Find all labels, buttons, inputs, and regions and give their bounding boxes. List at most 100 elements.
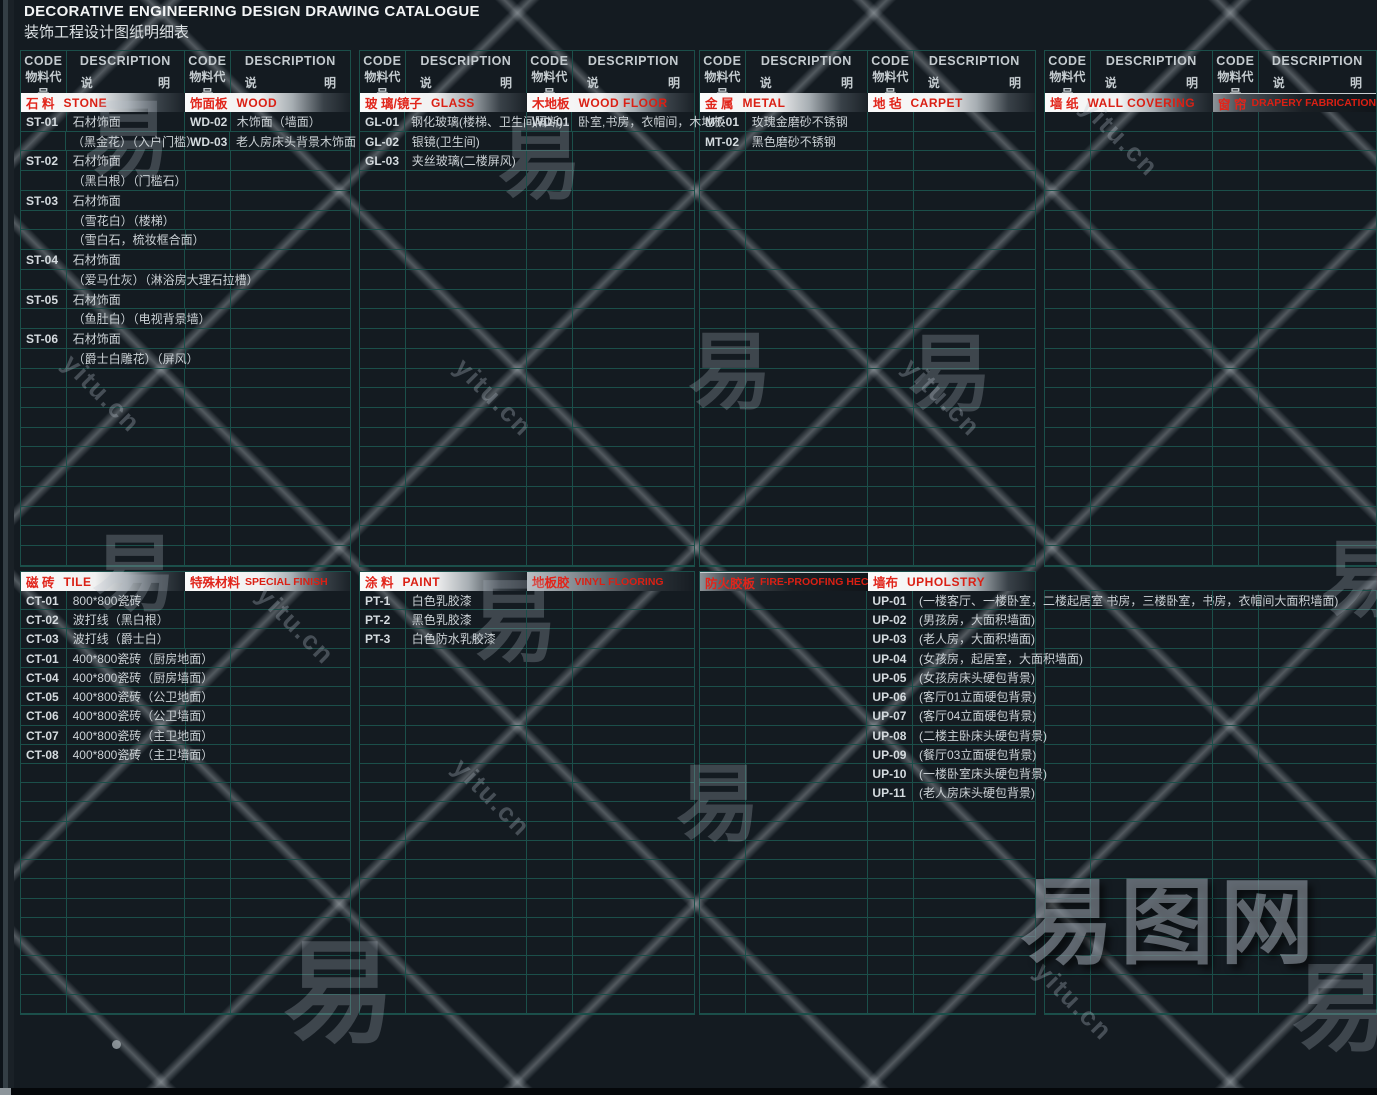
table-row — [1045, 190, 1376, 211]
table-row — [1045, 687, 1376, 707]
row-desc: 400*800瓷砖（公卫地面） — [67, 687, 213, 706]
description-cn-left: 说 — [419, 76, 432, 90]
row-code — [1213, 917, 1259, 936]
row-code — [360, 467, 406, 486]
row-code — [868, 269, 914, 289]
table-row: （雪花白）（楼梯） — [21, 210, 350, 231]
table-row — [1045, 706, 1376, 726]
row-desc — [231, 937, 350, 955]
table-row — [21, 408, 350, 428]
row-desc: 银镜(卫生间) — [406, 131, 528, 151]
row-desc — [573, 610, 694, 628]
row-desc — [231, 369, 350, 388]
row-desc — [914, 388, 1035, 407]
row-desc — [746, 840, 868, 860]
row-desc — [231, 649, 350, 667]
row-code — [360, 860, 406, 879]
row-desc — [1259, 783, 1376, 801]
row-desc — [1259, 745, 1376, 763]
row-code — [527, 269, 573, 289]
row-code — [1213, 629, 1259, 648]
column-header-code: CODE物料代号 — [185, 51, 231, 101]
row-code — [868, 447, 914, 467]
table-row: UP-08 (二楼主卧床头硬包背景) — [700, 725, 1047, 745]
row-code — [1213, 190, 1259, 210]
row-desc — [573, 230, 694, 249]
material-table: CODE物料代号DESCRIPTION说明CODE物料代号DESCRIPTION… — [20, 50, 356, 567]
row-code: CT-03 — [21, 629, 67, 648]
row-desc — [573, 211, 694, 230]
row-code — [21, 936, 67, 956]
table-row — [700, 151, 1035, 172]
row-code — [1213, 269, 1259, 289]
table-row: （黑金花）（入户门槛） WD-03 老人房床头背景木饰面 — [21, 131, 356, 152]
row-desc — [573, 956, 694, 974]
row-code — [21, 783, 67, 802]
row-code — [1213, 648, 1259, 667]
row-code — [1045, 821, 1091, 840]
section-name-en: PAINT — [402, 574, 441, 589]
table-row — [700, 486, 1035, 507]
section-bar-drapery: 窗 帘 DRAPERY FABRICATION — [1212, 93, 1376, 112]
row-code — [527, 975, 573, 994]
row-code — [1045, 151, 1091, 171]
row-desc — [746, 591, 868, 610]
row-desc: （雪白石，梳妆框合面） — [67, 230, 205, 250]
row-code — [1045, 898, 1091, 917]
row-desc — [67, 546, 185, 565]
table-row — [1045, 250, 1376, 270]
row-desc: 木饰面（墙面） — [236, 115, 321, 129]
row-code — [1213, 348, 1259, 368]
row-code — [868, 190, 914, 210]
row-desc — [573, 687, 694, 705]
row-desc — [1091, 506, 1213, 526]
table-column-header: CODE物料代号DESCRIPTION说明CODE物料代号DESCRIPTION… — [21, 51, 350, 101]
row-code — [360, 763, 406, 783]
row-desc — [746, 629, 868, 648]
table-row: CT-01 800*800瓷砖 — [21, 591, 350, 611]
row-code — [868, 368, 914, 388]
row-desc — [67, 783, 185, 802]
row-code — [868, 994, 914, 1013]
section-name-en: FIRE-PROOFING HECTOGRAPH — [760, 576, 868, 588]
row-code — [186, 348, 232, 368]
row-code — [21, 230, 67, 250]
page-subtitle: 装饰工程设计图纸明细表 — [24, 24, 190, 41]
row-desc — [67, 486, 185, 506]
table-row — [360, 309, 694, 330]
table-row — [700, 427, 1035, 448]
row-code — [1213, 171, 1259, 190]
row-code — [527, 230, 573, 250]
row-code — [868, 131, 914, 151]
table-row: GL-02 银镜(卫生间) — [360, 131, 694, 152]
row-desc — [914, 879, 1035, 897]
row-desc — [231, 629, 350, 647]
section-bar-row: 墙 纸 WALL COVERING 窗 帘 DRAPERY FABRICATION — [1045, 93, 1376, 112]
table-row — [360, 667, 694, 688]
row-desc — [746, 486, 868, 506]
column-header-description: DESCRIPTION 说明 — [406, 51, 527, 93]
row-desc — [746, 388, 868, 408]
row-code — [1045, 917, 1091, 936]
section-name-cn: 窗 帘 — [1217, 97, 1247, 112]
row-code — [185, 447, 231, 467]
row-desc — [231, 526, 350, 545]
row-desc — [1259, 860, 1376, 878]
description-label-cn: 说明 — [1259, 74, 1376, 91]
row-code — [21, 210, 67, 230]
row-desc — [746, 269, 868, 289]
table-row — [700, 956, 1035, 976]
bottom-left-corner-mark — [0, 1088, 11, 1095]
row-desc — [573, 151, 694, 170]
row-code: PT-1 — [360, 591, 406, 610]
table-row — [700, 936, 1035, 957]
row-code: CT-07 — [21, 725, 67, 744]
row-desc — [406, 506, 528, 526]
row-desc — [1259, 546, 1376, 565]
row-desc — [573, 783, 694, 801]
row-desc — [746, 171, 868, 190]
row-code — [1045, 289, 1091, 309]
table-row — [700, 289, 1035, 310]
table-row: MT-01 玫瑰金磨砂不锈钢 — [700, 112, 1035, 132]
row-desc — [914, 802, 1035, 820]
